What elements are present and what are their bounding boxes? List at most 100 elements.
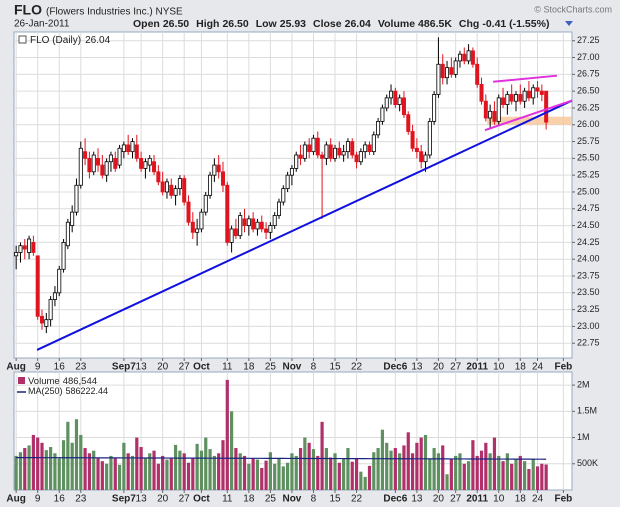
volume-bar [290,453,294,490]
candle-body [289,168,294,176]
volume-bar [100,461,104,490]
volume-bar [234,448,238,490]
volume-bar [148,453,152,490]
candle-body [164,181,169,193]
y-tick-label: 24.50 [577,220,600,230]
volume-bar [514,458,518,490]
y-tick-label: 26.25 [577,102,600,112]
volume-bar [109,455,113,490]
quote-value: 26.04 [345,18,371,30]
quote-label: Low [256,18,278,30]
volume-bar [139,446,143,490]
candle-body [225,184,230,243]
y-tick-label: 25.50 [577,153,600,163]
quote-value: 486.5K [418,18,452,30]
volume-bar [523,461,527,490]
price-panel [13,31,573,359]
candle-body [285,174,290,190]
x-tick-label: 18 [243,362,255,373]
candle-body [298,154,303,159]
candle-body [91,154,96,173]
y-tick-label: 24.75 [577,203,600,213]
candle-body [31,241,36,253]
candle-body [272,215,277,226]
trendline [484,99,573,132]
volume-bar [298,448,303,490]
volume-bar [445,474,449,490]
volume-bar [307,442,311,490]
candle-body [14,252,19,257]
volume-bar [419,437,423,490]
x-tick-label: 15 [329,362,341,373]
volume-bar [199,450,204,490]
volume-bar [242,455,247,490]
candle-body [18,245,23,253]
volume-bar [31,434,35,490]
volume-bar [92,450,96,490]
y-tick-label: 26.50 [577,86,600,96]
volume-bar [122,442,126,490]
candle-body [242,218,247,226]
candle-body [453,60,458,75]
volume-bar [61,440,66,490]
volume-bar [510,463,514,490]
marks: 22.75 23.00 23.25 23.50 23.75 24.00 24.25 24.50… [6,32,600,505]
volume-bar [462,463,466,490]
candle-body [496,97,501,122]
volume-bar [376,448,380,490]
volume-bar [156,463,160,490]
candle-body [315,137,320,156]
volume-bar [117,464,122,490]
candle-body [229,228,234,243]
x-tick-label: 20 [157,494,169,505]
candle-body [160,181,165,193]
candle-body [414,147,419,153]
candle-body [324,144,329,159]
date: 26-Jan-2011 [14,19,70,30]
candle-body [139,157,144,169]
volume-bar [229,411,234,490]
volume-bar [40,442,44,490]
volume-bar [350,461,354,490]
x-tick-label: 10 [493,362,505,373]
volume-bar [454,455,458,490]
candle-body [259,221,264,230]
candle-body [505,94,510,105]
volume-bar [161,455,165,490]
volume-bar [18,452,23,490]
ma-legend: MA(250) 586222.44 [28,386,108,396]
quote-label: Close [313,18,342,30]
volume-bar [354,458,359,490]
credit: © StockCharts.com [534,4,612,14]
volume-bar [260,467,264,490]
volume-bar [152,450,156,490]
x-tick-label: 13 [411,494,423,505]
candle-body [354,154,359,163]
x-tick-label: 22 [351,362,363,373]
candle-body [393,90,398,105]
menu-arrow[interactable] [565,21,573,26]
volume-bar [83,448,87,490]
candle-body [337,147,342,156]
x-tick-label: 27 [179,494,191,505]
y-tick-label: 24.00 [577,254,600,264]
candle-body [212,164,217,176]
candle-body [406,114,411,132]
candle-body [440,63,445,79]
candle-body [74,184,79,213]
volume-bar [57,458,61,490]
candle-body [130,141,135,153]
volume-bar [96,458,100,490]
volume-bar [324,448,328,490]
candle-body [104,161,109,176]
candle-body [371,134,376,153]
volume-bar [531,458,535,490]
volume-bar [173,444,178,490]
volume-bar [367,465,372,490]
y-tick-label: 500K [577,458,598,468]
volume-legend-value: 486,544 [63,376,97,387]
candle-body [216,164,221,173]
volume-bar [221,440,225,490]
volume-bar [268,452,272,490]
legend-icon [18,35,27,44]
